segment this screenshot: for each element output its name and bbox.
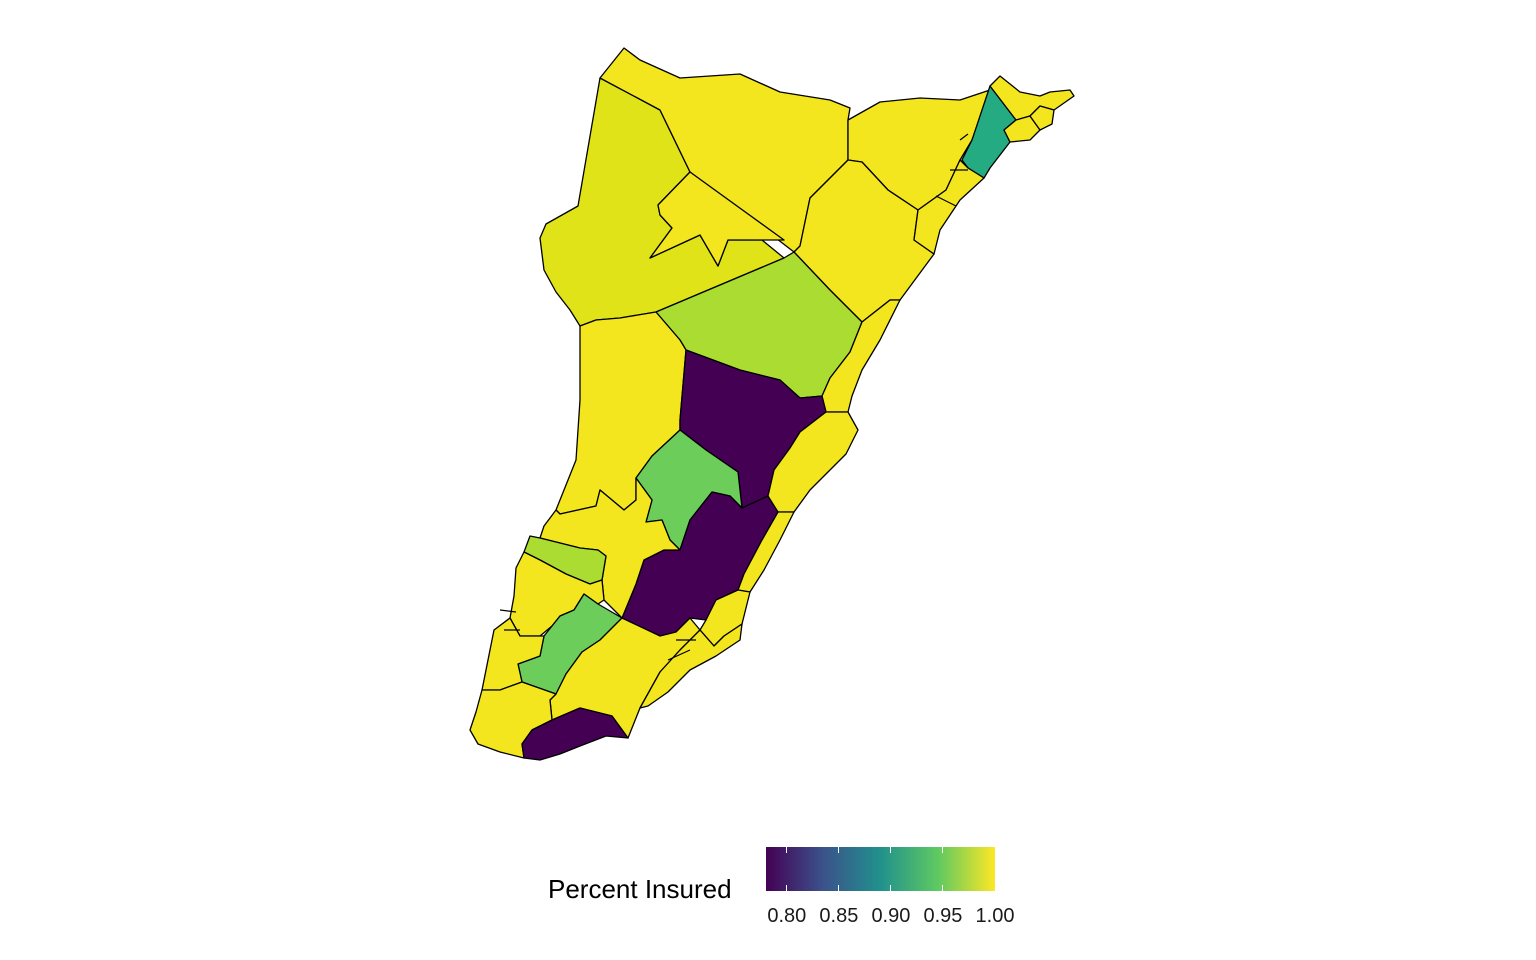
tract-sw-west-strip xyxy=(481,617,545,691)
tract-ne-tip-3 xyxy=(1029,105,1055,131)
tract-east-coast-long xyxy=(821,299,901,413)
tract-east-coastal xyxy=(913,159,985,255)
tract-boundary-lines xyxy=(499,133,969,661)
tract-purple-southtip xyxy=(521,707,629,761)
tract-north-inner xyxy=(649,171,785,267)
tract-south-coastal xyxy=(639,623,743,709)
